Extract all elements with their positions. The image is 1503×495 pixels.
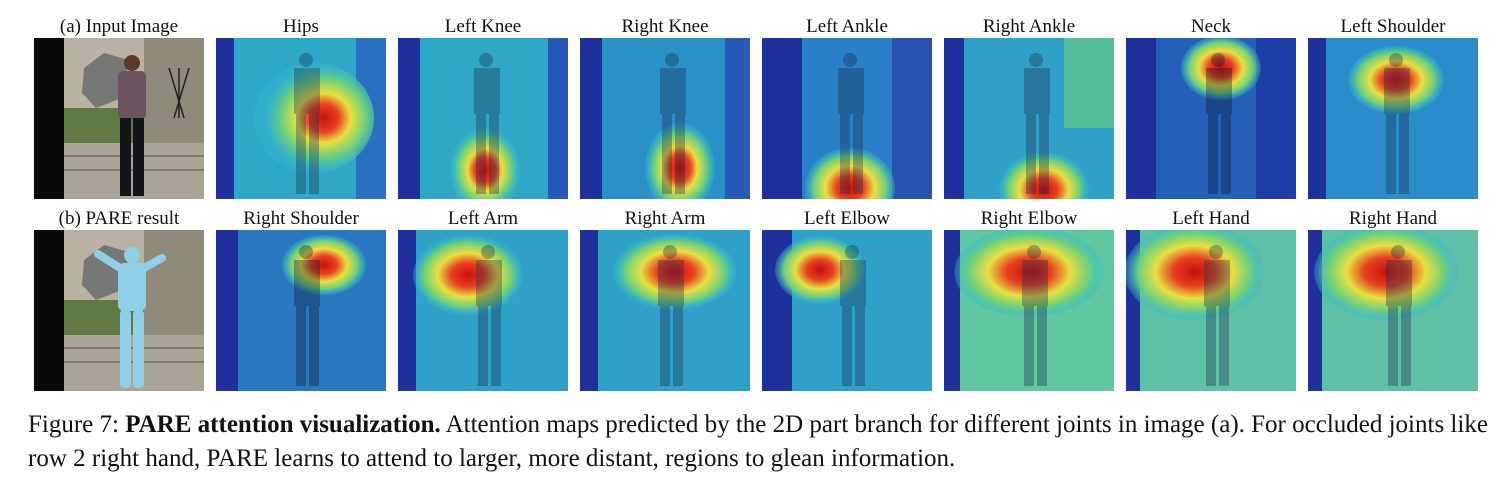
right-knee-label: Right Knee <box>621 16 709 37</box>
left-knee-label: Left Knee <box>444 16 522 37</box>
attention-map-hips <box>216 38 386 199</box>
attention-map-left-knee <box>398 38 568 199</box>
right-ankle-label: Right Ankle <box>982 16 1076 37</box>
attention-map-left-ankle <box>762 38 932 199</box>
row2-input-label: (b) PARE result <box>58 208 180 229</box>
left-elbow-label: Left Elbow <box>803 208 890 229</box>
attention-map-neck <box>1126 38 1296 199</box>
attention-map-right-hand <box>1308 230 1478 391</box>
attention-map-left-hand <box>1126 230 1296 391</box>
left-ankle-label: Left Ankle <box>806 16 888 37</box>
right-arm-label: Right Arm <box>624 208 706 229</box>
right-elbow-label: Right Elbow <box>980 208 1078 229</box>
caption-text: Attention maps predicted by the 2D part … <box>28 411 1488 472</box>
left-hand-label: Left Hand <box>1172 208 1250 229</box>
caption-title: PARE attention visualization. <box>125 411 441 438</box>
attention-map-left-arm <box>398 230 568 391</box>
attention-map-right-shoulder <box>216 230 386 391</box>
right-shoulder-label: Right Shoulder <box>243 208 359 229</box>
attention-map-right-knee <box>580 38 750 199</box>
left-shoulder-label: Left Shoulder <box>1340 16 1446 37</box>
row1-input-label: (a) Input Image <box>59 16 179 37</box>
figure-caption: Figure 7: PARE attention visualization. … <box>28 408 1488 476</box>
attention-map-right-ankle <box>944 38 1114 199</box>
input-image-photo <box>34 38 204 199</box>
attention-map-left-shoulder <box>1308 38 1478 199</box>
attention-map-left-elbow <box>762 230 932 391</box>
attention-map-right-elbow <box>944 230 1114 391</box>
caption-prefix: Figure 7: <box>28 411 126 438</box>
neck-label: Neck <box>1190 16 1232 37</box>
hips-label: Hips <box>283 16 319 37</box>
left-arm-label: Left Arm <box>447 208 519 229</box>
right-hand-label: Right Hand <box>1348 208 1438 229</box>
pare-result-photo <box>34 230 204 391</box>
attention-map-right-arm <box>580 230 750 391</box>
